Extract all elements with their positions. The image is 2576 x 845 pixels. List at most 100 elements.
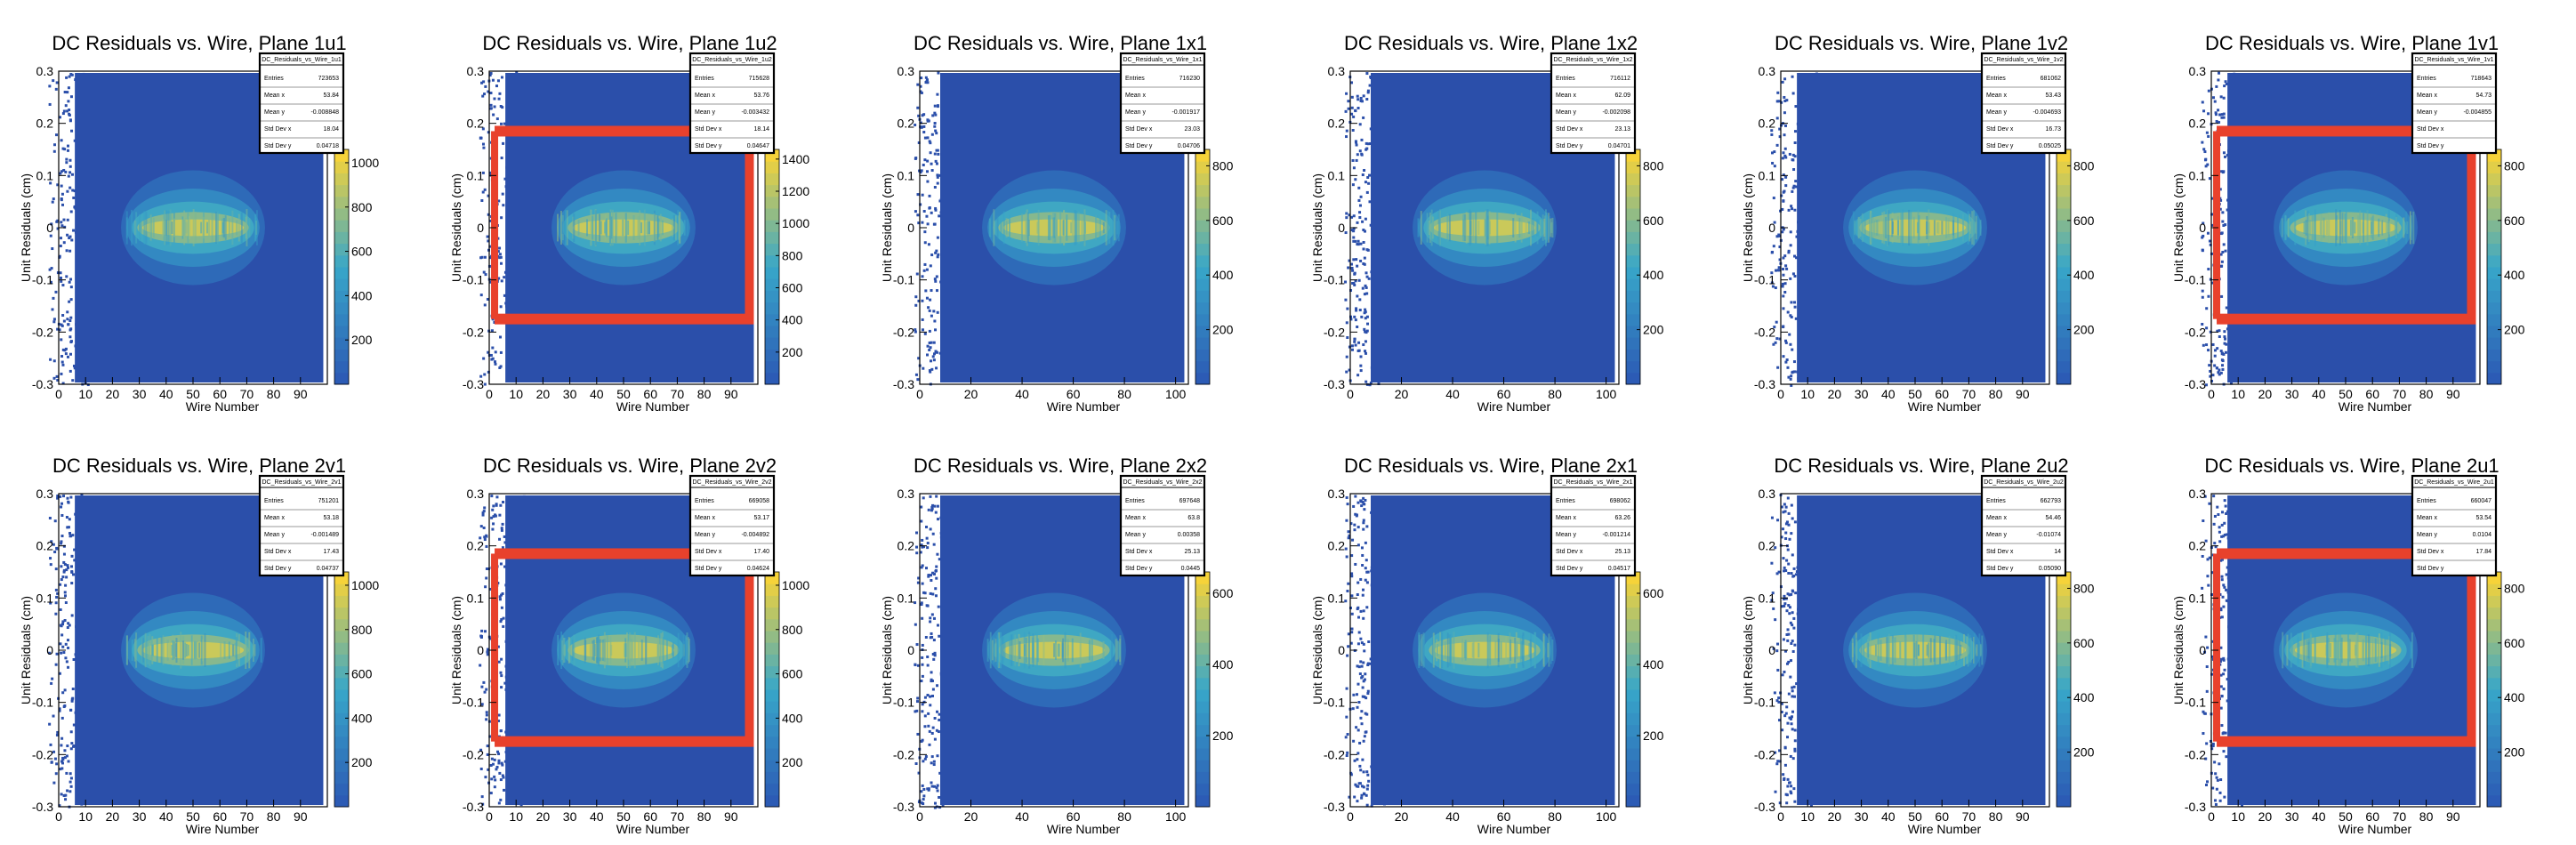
scatter-point xyxy=(1791,649,1795,653)
scatter-point xyxy=(67,760,70,763)
scatter-point xyxy=(1776,269,1780,272)
scatter-point xyxy=(489,764,493,768)
density-streak xyxy=(1877,219,1880,237)
color-scale-step xyxy=(2057,665,2071,679)
scatter-point xyxy=(1355,143,1358,147)
stats-frame xyxy=(1550,474,1637,577)
scatter-point xyxy=(924,635,928,639)
color-scale-step xyxy=(2057,161,2071,173)
color-scale-step xyxy=(334,372,349,385)
density-streak xyxy=(2387,221,2389,234)
color-scale-step xyxy=(765,231,779,245)
density-streak xyxy=(248,218,251,237)
stats-value: 0.04624 xyxy=(747,566,769,572)
scatter-point xyxy=(2223,330,2226,334)
scatter-point xyxy=(1352,236,1356,239)
scatter-point xyxy=(2215,776,2218,779)
density-streak xyxy=(656,214,659,241)
y-tick-label: 0.3 xyxy=(2189,487,2207,501)
scatter-point xyxy=(923,230,927,234)
density-streak xyxy=(2326,632,2329,669)
scatter-point xyxy=(936,104,939,108)
scatter-point xyxy=(2212,522,2216,526)
scatter-point xyxy=(922,802,925,806)
color-scale-step xyxy=(765,712,779,726)
scatter-point xyxy=(1784,649,1788,653)
scatter-point xyxy=(1792,695,1796,698)
scatter-point xyxy=(503,681,507,685)
scatter-point xyxy=(67,526,70,529)
density-streak xyxy=(688,639,690,662)
density-streak xyxy=(1514,638,1517,663)
scatter-point xyxy=(1785,358,1789,362)
color-scale-step xyxy=(334,278,349,291)
scatter-point xyxy=(923,332,927,335)
density-streak xyxy=(1485,210,1487,245)
scatter-point xyxy=(934,594,938,598)
density-streak xyxy=(2294,210,2297,245)
color-scale-step xyxy=(1195,665,1210,679)
scatter-point xyxy=(1791,371,1794,374)
color-scale-step xyxy=(2487,360,2501,374)
density-streak xyxy=(1548,633,1550,667)
scatter-point xyxy=(1345,135,1348,139)
density-streak xyxy=(989,217,992,238)
density-streak xyxy=(125,211,128,245)
scatter-point xyxy=(1350,112,1354,116)
scatter-point xyxy=(917,221,921,225)
x-tick-label: 0 xyxy=(1347,387,1354,401)
scatter-point xyxy=(489,637,493,640)
y-tick-label: 0 xyxy=(1338,221,1345,235)
scatter-point xyxy=(69,210,73,213)
z-tick-label: 400 xyxy=(1643,268,1664,282)
scatter-point xyxy=(50,760,53,764)
density-streak xyxy=(1530,633,1533,667)
x-tick-label: 0 xyxy=(55,809,62,824)
scatter-point xyxy=(1364,181,1367,184)
scatter-point xyxy=(62,109,66,113)
color-scale-step xyxy=(765,278,779,291)
scatter-point xyxy=(1359,577,1363,581)
density-streak xyxy=(1464,213,1467,242)
density-streak xyxy=(1119,635,1122,665)
scatter-point xyxy=(1774,790,1777,793)
scatter-point xyxy=(480,703,484,706)
scatter-point xyxy=(1350,627,1354,631)
scatter-point xyxy=(62,552,66,556)
scatter-point xyxy=(2218,207,2222,211)
scatter-point xyxy=(2215,366,2218,370)
scatter-point xyxy=(1361,173,1364,177)
density-streak xyxy=(152,217,155,238)
density-streak xyxy=(211,213,213,243)
scatter-point xyxy=(924,76,928,79)
scatter-point xyxy=(920,169,923,173)
scatter-point xyxy=(481,511,485,515)
scatter-point xyxy=(66,626,69,630)
scatter-point xyxy=(61,314,65,318)
scatter-point xyxy=(1794,180,1798,183)
density-streak xyxy=(1967,633,1969,667)
color-scale-step xyxy=(1626,736,1640,749)
density-streak xyxy=(231,210,234,245)
scatter-point xyxy=(51,677,54,680)
scatter-point xyxy=(1366,773,1370,777)
scatter-point xyxy=(1364,350,1367,353)
stats-value: 723653 xyxy=(318,76,339,82)
x-tick-label: 70 xyxy=(240,387,254,401)
stats-label: Entries xyxy=(1986,498,2006,504)
z-tick-label: 600 xyxy=(2504,636,2525,650)
scatter-point xyxy=(495,84,498,88)
scatter-point xyxy=(1793,749,1797,752)
scatter-point xyxy=(1345,715,1348,719)
density-streak xyxy=(1883,211,1886,245)
scatter-point xyxy=(926,222,930,226)
z-tick-label: 800 xyxy=(782,248,803,262)
density-streak xyxy=(598,634,600,666)
scatter-point xyxy=(71,189,75,192)
scatter-point xyxy=(1783,745,1787,749)
